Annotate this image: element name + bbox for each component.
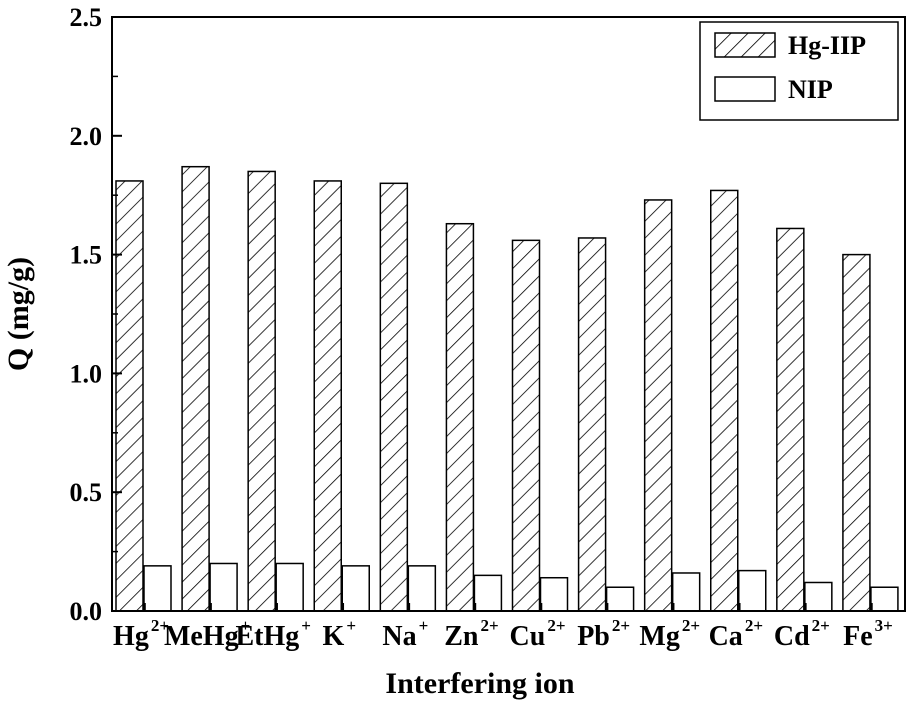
x-tick-labels: Hg 2+MeHg +EtHg + K + Na + Zn 2+ Cu 2+ Pb 2+ Mg 2+ Ca 2+ C… — [113, 616, 893, 652]
x-tick-label: Cd 2+ — [774, 616, 830, 652]
ion-charge: 2+ — [612, 616, 630, 635]
bar-nip — [143, 565, 172, 612]
ion-symbol: Zn — [444, 621, 479, 652]
x-tick-label: Cu 2+ — [510, 616, 566, 652]
bar-nip — [738, 569, 767, 612]
bar-hg-iip — [643, 199, 673, 612]
ion-symbol: Mg — [639, 621, 679, 652]
y-tick-label: 2.5 — [70, 3, 103, 32]
bar-hg-iip — [710, 189, 739, 612]
ion-symbol: EtHg — [235, 621, 299, 652]
ion-symbol: K — [323, 621, 345, 652]
ion-charge: 2+ — [547, 616, 565, 635]
x-axis-title: Interfering ion — [385, 667, 574, 700]
ion-charge: + — [419, 616, 429, 635]
bar-hg-iip — [379, 182, 409, 612]
ion-symbol: MeHg — [164, 621, 239, 652]
legend-label-hg-iip: Hg-IIP — [788, 31, 866, 60]
y-tick-label: 1.5 — [70, 241, 103, 270]
bar-nip — [341, 565, 370, 612]
bar-nip — [407, 565, 437, 612]
bar-hg-iip — [511, 239, 541, 612]
bar-nip — [870, 586, 899, 612]
x-tick-label: K + — [323, 616, 356, 652]
bar-hg-iip — [776, 227, 805, 612]
legend-label-nip: NIP — [788, 75, 833, 104]
ion-charge: 2+ — [745, 616, 763, 635]
y-tick-label: 1.0 — [70, 359, 103, 388]
y-tick-label: 2.0 — [70, 122, 103, 151]
x-tick-label: MeHg + — [164, 616, 250, 652]
bar-nip — [539, 576, 569, 612]
bar-nip — [804, 581, 833, 612]
y-tick-label: 0.5 — [70, 478, 103, 507]
ion-charge: + — [241, 616, 251, 635]
ion-symbol: Hg — [113, 621, 149, 652]
x-tick-label: EtHg + — [235, 616, 310, 652]
ion-charge: 2+ — [682, 616, 700, 635]
ion-symbol: Cd — [774, 621, 810, 652]
bars-group — [115, 165, 899, 612]
x-tick-label: Fe 3+ — [843, 616, 893, 652]
x-tick-label: Pb 2+ — [577, 616, 630, 652]
x-tick-label: Mg 2+ — [639, 616, 700, 652]
y-ticks: 0.0 0.5 1.0 1.5 2.0 2.5 — [70, 3, 122, 626]
x-tick-label: Ca 2+ — [709, 616, 763, 652]
bar-hg-iip — [115, 180, 144, 612]
bar-hg-iip — [313, 180, 342, 612]
x-tick-label: Na + — [382, 616, 428, 652]
y-axis-title: Q (mg/g) — [2, 257, 35, 371]
legend-swatch-nip — [714, 76, 776, 102]
ion-charge: 2+ — [812, 616, 830, 635]
bar-nip — [209, 562, 238, 612]
ion-charge: 2+ — [480, 616, 498, 635]
ion-symbol: Na — [382, 621, 416, 652]
bar-nip — [671, 572, 701, 612]
bar-hg-iip — [445, 222, 475, 612]
ion-charge: + — [301, 616, 311, 635]
bar-hg-iip — [842, 253, 871, 612]
ion-symbol: Fe — [843, 621, 873, 652]
y-tick-label: 0.0 — [70, 597, 103, 626]
bar-hg-iip — [181, 165, 210, 612]
legend: Hg-IIP NIP — [699, 21, 899, 121]
x-tick-label: Hg 2+ — [113, 616, 169, 652]
legend-swatch-hg-iip — [714, 32, 776, 58]
bar-nip — [275, 562, 304, 612]
ion-charge: 3+ — [875, 616, 893, 635]
bar-hg-iip — [577, 237, 607, 612]
bar-nip — [473, 574, 503, 612]
bar-nip — [605, 586, 635, 612]
ion-charge: 2+ — [151, 616, 169, 635]
ion-charge: + — [346, 616, 356, 635]
ion-symbol: Cu — [510, 621, 546, 652]
ion-symbol: Ca — [709, 621, 743, 652]
x-tick-label: Zn 2+ — [444, 616, 498, 652]
bar-hg-iip — [247, 170, 276, 612]
ion-symbol: Pb — [577, 621, 610, 652]
